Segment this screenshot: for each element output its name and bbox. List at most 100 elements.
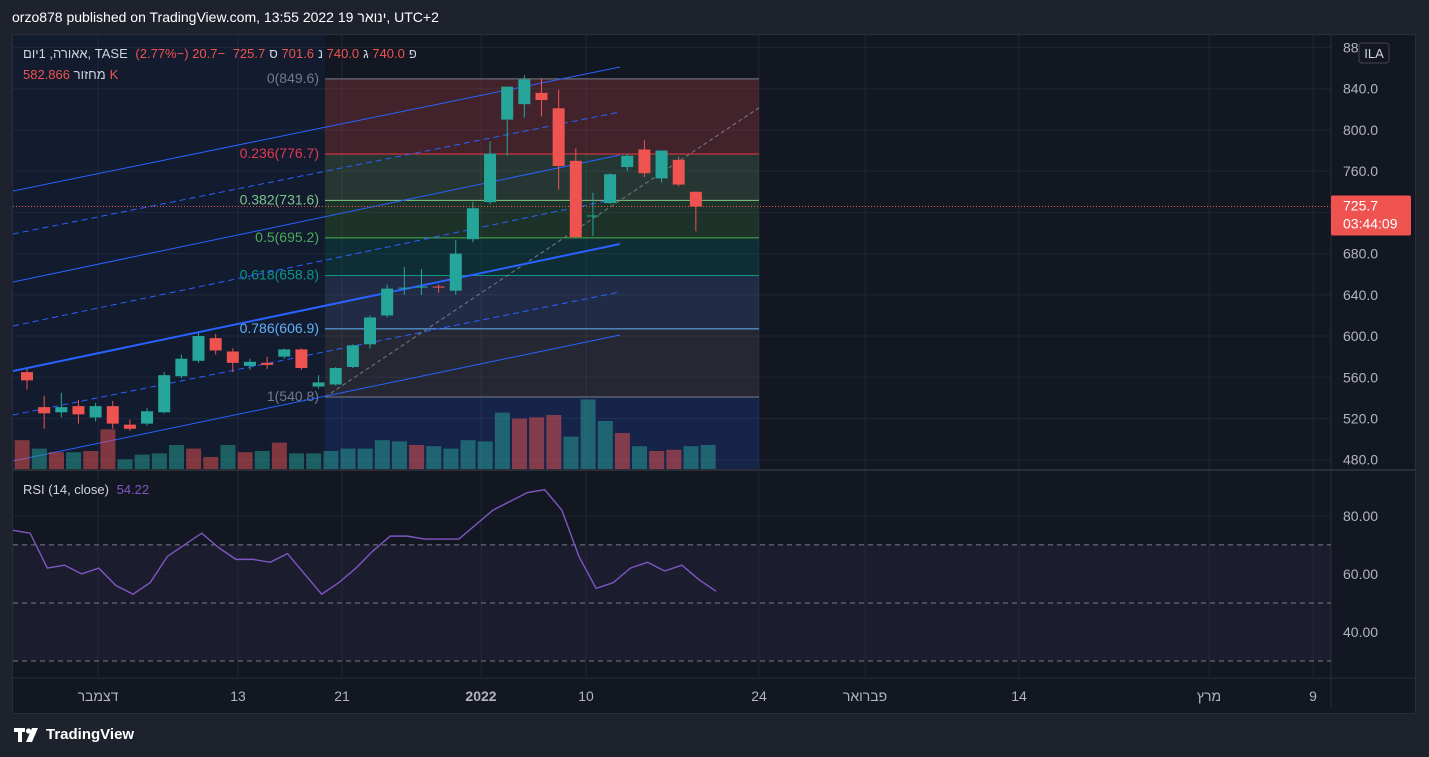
last-price-tag — [1331, 195, 1411, 236]
fib-level-label: 0.236(776.7) — [240, 145, 319, 161]
candle-body — [175, 358, 188, 377]
volume-bar — [649, 451, 665, 469]
footer-brand: TradingView — [14, 726, 134, 743]
volume-bar — [48, 452, 64, 469]
price-axis-label: 760.0 — [1343, 163, 1378, 179]
volume-bar — [529, 417, 545, 469]
candle-body — [638, 149, 651, 174]
regression-channel-line — [13, 197, 621, 327]
candle-body — [415, 286, 428, 288]
rsi-legend-label: RSI (14, close) — [23, 482, 109, 497]
volume-bar — [374, 440, 390, 469]
volume-bar — [237, 452, 253, 469]
candle-body — [226, 351, 239, 363]
candle-body — [518, 79, 531, 105]
currency-badge: ILA — [1364, 46, 1384, 61]
rsi-line — [13, 488, 717, 596]
legend-symbol: אאורה, 1יום, TASE — [23, 46, 128, 61]
candle-body — [329, 367, 342, 385]
candle-body — [295, 349, 308, 368]
regression-channel-line — [13, 111, 621, 235]
legend-close-value: 725.7 — [232, 46, 266, 61]
volume-bar — [31, 448, 47, 469]
price-axis-label: 840.0 — [1343, 81, 1378, 97]
volume-bar — [512, 418, 527, 469]
candle-body — [432, 286, 445, 288]
candle-body — [106, 406, 119, 424]
price-axis-label: 680.0 — [1343, 246, 1378, 262]
price-axis-label: 800.0 — [1343, 122, 1378, 138]
candle-body — [484, 153, 497, 203]
candle-body — [21, 372, 33, 381]
last-price-countdown: 03:44:09 — [1343, 216, 1398, 232]
volume-bar — [271, 442, 287, 469]
volume-bar — [460, 440, 476, 469]
time-axis-label: 24 — [751, 688, 767, 704]
time-axis-label: 21 — [334, 688, 350, 704]
currency-badge-box — [1358, 42, 1390, 64]
volume-bar — [134, 454, 150, 469]
volume-bar — [151, 453, 167, 469]
candle-body — [466, 208, 479, 240]
volume-bar — [683, 446, 699, 469]
candle-body — [261, 362, 274, 365]
price-axis-label: 520.0 — [1343, 410, 1378, 426]
volume-bar — [700, 445, 716, 469]
rsi-axis-label: 80.00 — [1343, 508, 1378, 524]
volume-bar — [477, 441, 493, 469]
volume-bar — [614, 433, 630, 469]
candle-body — [655, 150, 668, 179]
price-axis-label: 480.0 — [1343, 452, 1378, 468]
volume-bar — [597, 421, 613, 469]
time-axis-label: פברואר — [843, 688, 887, 704]
rsi-axis-label: 40.00 — [1343, 624, 1378, 640]
regression-channel-line — [13, 154, 621, 283]
legend-change: −20.7 (−2.77%) — [135, 46, 226, 61]
fib-level-label: 0.618(658.8) — [240, 266, 319, 282]
candle-body — [398, 287, 411, 289]
candle-body — [158, 375, 171, 413]
candle-body — [381, 288, 394, 316]
chart-canvas[interactable]: 0(849.6) 0.236(776.7) 0.382(731.6) 0.5(695.… — [13, 35, 1415, 713]
fib-level-label: 0.5(695.2) — [255, 229, 319, 245]
volume-bar — [186, 448, 202, 469]
volume-bar — [340, 448, 356, 469]
volume-bar — [443, 448, 459, 469]
volume-bar — [580, 399, 596, 469]
candle-body — [312, 382, 325, 387]
volume-bar — [357, 448, 373, 469]
volume-bar — [66, 452, 82, 469]
candle-body — [621, 155, 634, 168]
regression-channel-line — [13, 243, 621, 372]
candle-body — [209, 338, 222, 351]
candle-body — [552, 108, 565, 167]
candle-body — [449, 253, 462, 291]
time-axis-label: 10 — [578, 688, 594, 704]
regression-channel-line — [13, 291, 621, 416]
time-axis-label: 2022 — [465, 688, 496, 704]
chart-frame[interactable]: 0(849.6) 0.236(776.7) 0.382(731.6) 0.5(695.… — [12, 34, 1416, 714]
time-axis-label: 14 — [1011, 688, 1027, 704]
fib-zone — [325, 153, 759, 201]
fib-level-label: 0(849.6) — [267, 70, 319, 86]
candle-body — [89, 406, 102, 418]
candle-body — [38, 407, 51, 414]
volume-bar — [117, 459, 133, 469]
time-axis-label: 13 — [230, 688, 246, 704]
candle-body — [689, 191, 702, 207]
price-axis-label: 640.0 — [1343, 287, 1378, 303]
time-axis-label: מרץ — [1197, 688, 1221, 704]
candle-body — [72, 406, 85, 415]
volume-bar — [546, 415, 562, 469]
price-axis-label: 600.0 — [1343, 328, 1378, 344]
legend-open-label: פ — [408, 46, 417, 61]
candle-body — [243, 361, 256, 366]
volume-bar — [632, 446, 648, 469]
candle-body — [55, 407, 68, 413]
candle-body — [535, 92, 548, 101]
volume-bar — [254, 451, 270, 469]
candle-body — [604, 174, 617, 204]
candle-body — [346, 345, 359, 367]
volume-bar — [409, 445, 425, 469]
volume-bar — [14, 440, 30, 469]
